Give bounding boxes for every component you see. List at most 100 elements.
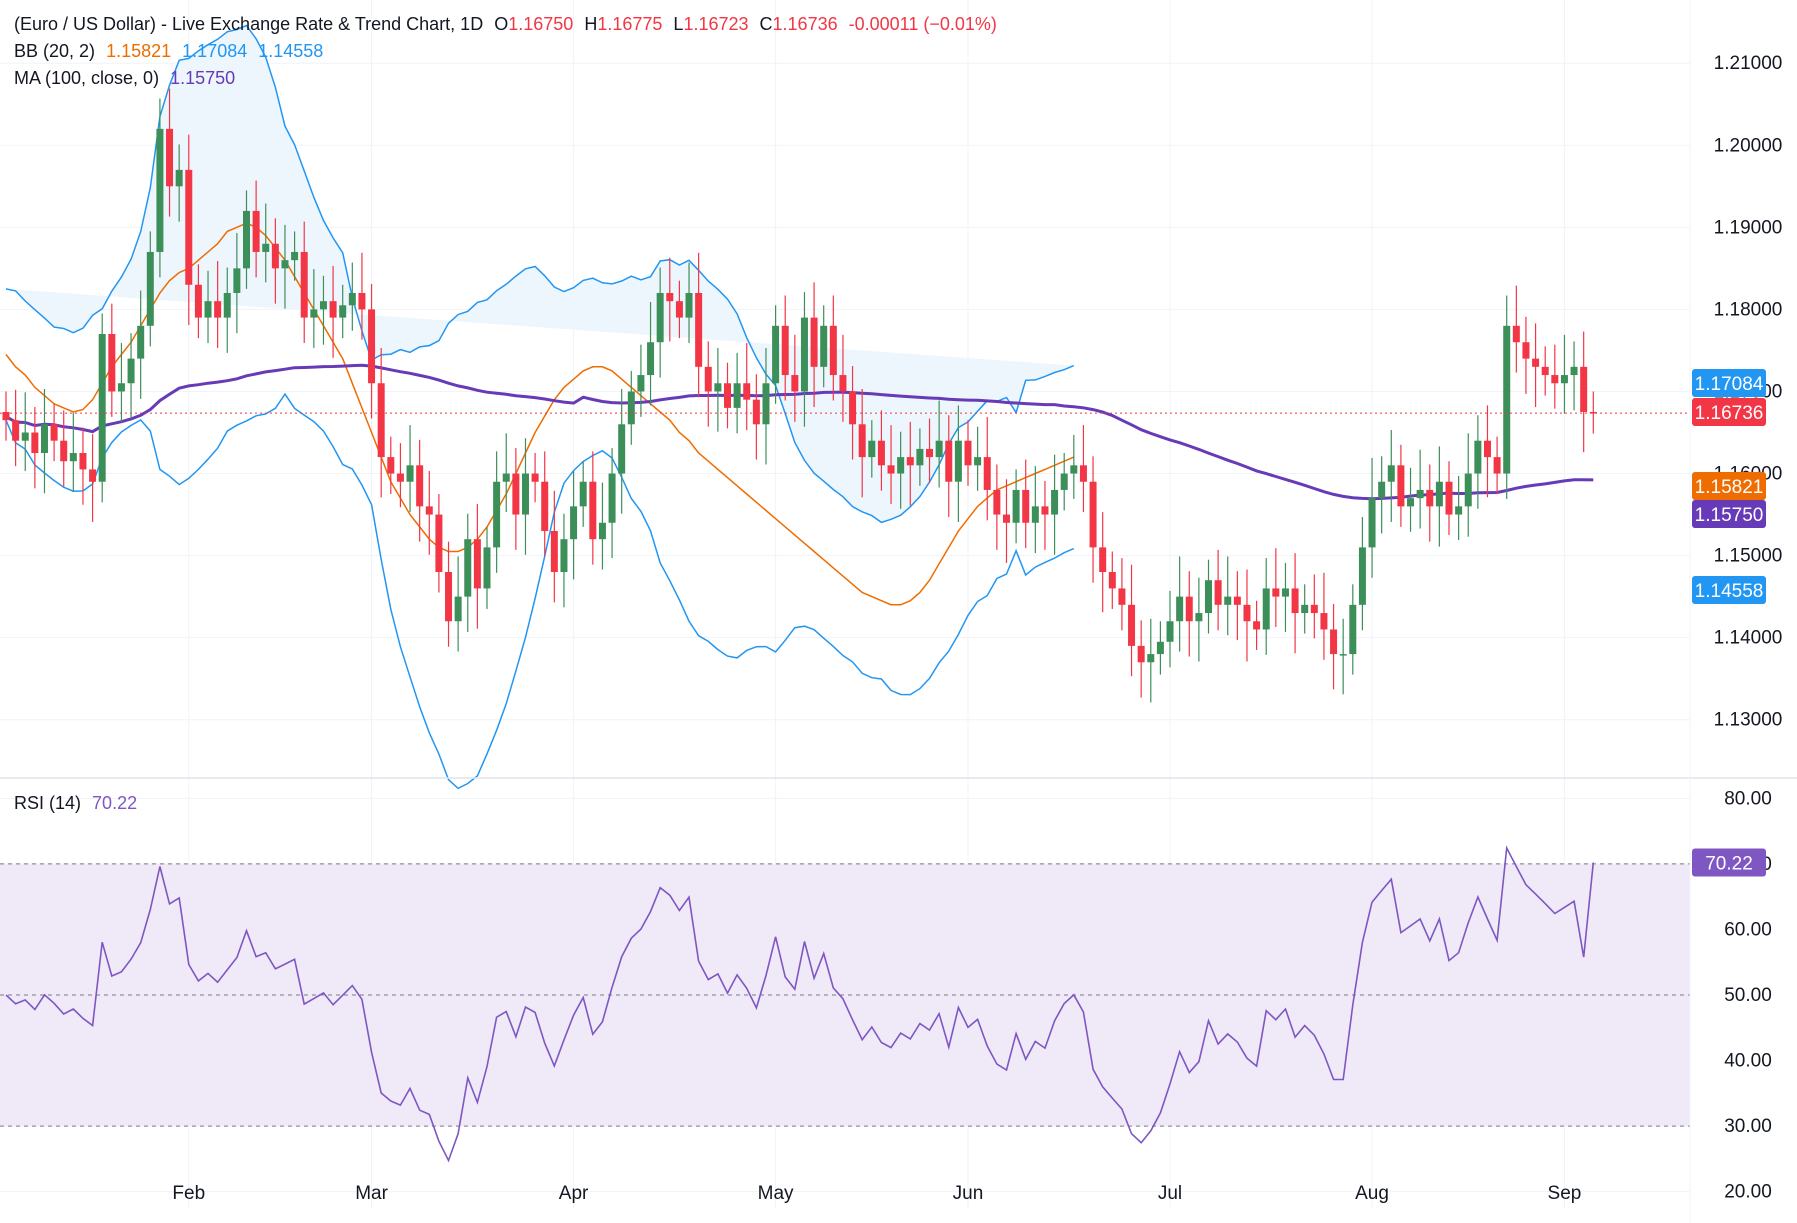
candle-body [40,424,48,454]
rsi-legend[interactable]: RSI (14) 70.22 [14,793,143,814]
candle-body [368,309,376,384]
candle-body [339,305,347,318]
candle-body [252,210,260,252]
candle-body [579,481,587,507]
candle-body [137,325,145,359]
candle-body [608,473,616,523]
main-legend: (Euro / US Dollar) - Live Exchange Rate … [14,14,1003,35]
candle-body [743,383,751,400]
candlesticks [0,88,1690,703]
candle-body [1291,588,1299,614]
candle-body [560,539,568,573]
candle-body [627,391,635,425]
candle-body [1320,613,1328,630]
candle-body [1358,547,1366,605]
candle-body [1002,514,1010,523]
candle-body [954,440,962,482]
candle-body [589,481,597,540]
candle-body [1560,375,1568,384]
candle-body [1493,457,1501,474]
candle-body [752,399,760,425]
candle-body [435,514,443,573]
candle-body [781,325,789,376]
bb-fill [6,25,1074,523]
candle-body [204,301,212,318]
candle-body [964,440,972,466]
rsi-tick-label: 20.00 [1724,1182,1772,1203]
candle-body [1397,465,1405,507]
open-label: O [494,14,509,34]
candle-body [1512,325,1520,343]
candle-body [829,325,837,376]
price-tick-label: 1.21000 [1714,53,1783,74]
candle-body [935,440,943,458]
candle-body [127,358,135,384]
close-label: C [759,14,773,34]
bb-lower-line [5,392,1075,790]
candle-body [1051,489,1059,515]
candle-body [291,251,299,261]
candle-body [69,453,77,462]
rsi-badge-text: 70.22 [1705,853,1753,874]
time-tick-label: Feb [172,1183,205,1204]
bb-legend[interactable]: BB (20, 2) 1.15821 1.17084 1.14558 [14,41,329,62]
candle-body [1137,645,1145,663]
candle-body [493,481,501,548]
candle-body [1368,498,1376,548]
candle-body [1079,465,1087,482]
candle-body [1272,588,1280,597]
candle-body [1156,641,1164,655]
candle-body [1243,604,1251,622]
candle-body [926,448,934,458]
candle-body [1570,366,1578,376]
candle-body [1070,465,1078,474]
ma-value: 1.15750 [170,68,236,88]
candle-body [800,317,808,392]
chart-title: (Euro / US Dollar) - Live Exchange Rate … [14,14,484,34]
bb-basis-value: 1.15821 [106,41,172,61]
candle-body [1185,596,1193,622]
price-tick-label: 1.20000 [1714,135,1783,156]
candle-body [916,448,924,466]
candle-body [50,424,58,441]
candle-body [1580,366,1588,412]
candle-body [223,292,231,318]
candle-body [1330,629,1338,655]
candle-body [483,547,491,589]
candle-body [945,440,953,482]
candle-body [521,473,529,515]
bb-label: BB (20, 2) [14,41,96,61]
candle-body [1378,481,1386,499]
candle-body [1118,588,1126,605]
bb-upper-value: 1.17084 [182,41,248,61]
candle-body [666,292,674,302]
candle-body [1031,506,1039,523]
bb-basis-line [5,222,1075,606]
low-value: 1.16723 [683,14,749,34]
candle-body [1339,654,1347,656]
candle-body [98,334,106,482]
candle-body [1060,473,1068,490]
candle-body [906,457,914,466]
time-tick-label: Sep [1548,1183,1582,1204]
candle-body [12,420,20,441]
candle-body [1445,481,1453,515]
candle-body [724,383,731,408]
high-label: H [584,14,598,34]
rsi-badge: 70.22 [1692,848,1766,877]
ma-legend[interactable]: MA (100, close, 0) 1.15750 [14,68,241,89]
rsi-tick-label: 40.00 [1724,1051,1772,1072]
candle-body [1426,489,1434,507]
ma-badge-text: 1.15750 [1695,505,1764,526]
bb-upper-badge: 1.17084 [1692,369,1766,397]
candle-body [146,251,154,326]
bb-lower-badge-text: 1.14558 [1695,581,1764,602]
candle-body [348,292,356,306]
candle-body [1541,366,1549,376]
candle-body [810,317,818,367]
low-label: L [673,14,684,34]
candle-body [1195,613,1203,622]
candle-body [156,128,164,252]
candle-body [60,440,68,462]
